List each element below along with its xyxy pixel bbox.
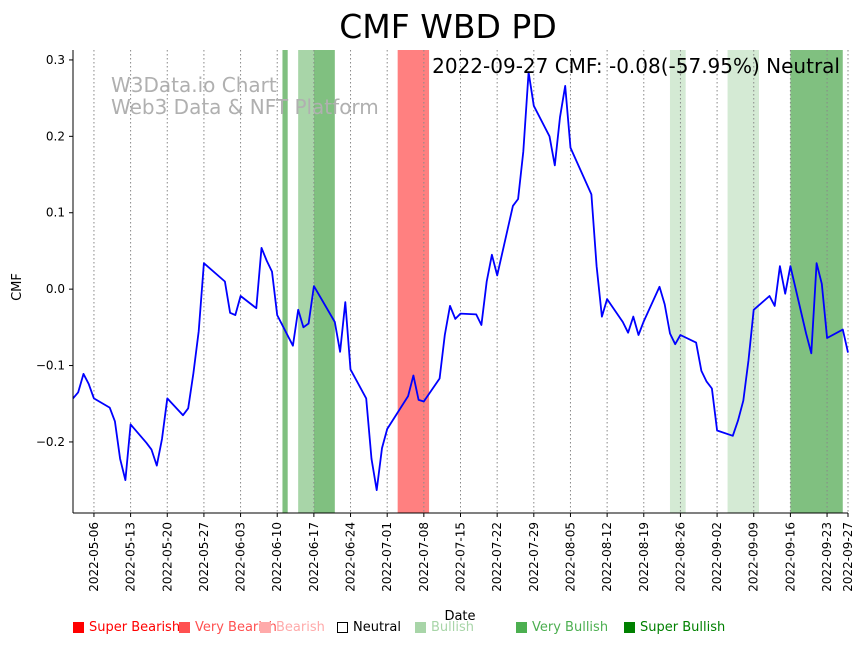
- y-tick-label: 0.1: [46, 206, 65, 220]
- x-tick-label: 2022-06-10: [270, 522, 284, 592]
- signal-band: [669, 50, 686, 513]
- x-tick-label: 2022-06-03: [234, 522, 248, 592]
- legend-label: Bearish: [276, 620, 325, 635]
- legend-swatch-icon: [624, 622, 635, 633]
- legend-swatch-icon: [516, 622, 527, 633]
- x-tick-label: 2022-06-24: [344, 522, 358, 592]
- y-tick-label: 0.3: [46, 53, 65, 67]
- x-tick-label: 2022-05-13: [124, 522, 138, 592]
- signal-band: [790, 50, 843, 513]
- x-tick-label: 2022-05-27: [197, 522, 211, 592]
- signal-band: [727, 50, 759, 513]
- x-tick-label: 2022-06-17: [307, 522, 321, 592]
- x-tick-label: 2022-07-22: [490, 522, 504, 592]
- x-tick-label: 2022-09-16: [783, 522, 797, 592]
- signal-band: [298, 50, 314, 513]
- x-tick-label: 2022-09-02: [710, 522, 724, 592]
- latest-value-annotation: 2022-09-27 CMF: -0.08(-57.95%) Neutral: [432, 54, 840, 78]
- legend-swatch-icon: [73, 622, 84, 633]
- y-tick-label: 0.2: [46, 129, 65, 143]
- watermark-line-1: W3Data.io Chart: [111, 73, 277, 97]
- watermark-line-2: Web3 Data & NFT Platform: [111, 95, 379, 119]
- x-tick-label: 2022-09-23: [820, 522, 834, 592]
- legend-swatch-icon: [337, 622, 348, 633]
- x-tick-label: 2022-08-26: [673, 522, 687, 592]
- x-tick-label: 2022-07-15: [454, 522, 468, 592]
- legend-swatch-icon: [260, 622, 271, 633]
- y-ticks: 0.3 0.2 0.1 0.0 −0.1 −0.2: [36, 53, 73, 449]
- series-line-cmf: [72, 71, 849, 492]
- y-tick-label: −0.1: [36, 359, 65, 373]
- legend-swatch-icon: [415, 622, 426, 633]
- legend-item-super-bullish: Super Bullish: [624, 620, 725, 635]
- x-tick-label: 2022-07-01: [380, 522, 394, 592]
- legend-item-very-bullish: Very Bullish: [516, 620, 608, 635]
- legend-label: Very Bullish: [532, 620, 609, 635]
- legend-label: Very Bearish: [195, 620, 277, 635]
- legend-item-neutral: Neutral: [337, 620, 401, 635]
- chart-title: CMF WBD PD: [339, 7, 556, 46]
- x-tick-label: 2022-08-19: [637, 522, 651, 592]
- x-ticks: 2022-05-06 2022-05-13 2022-05-20 2022-05-27…: [87, 513, 855, 592]
- signal-bands: [282, 50, 843, 513]
- signal-band: [313, 50, 335, 513]
- signal-band: [282, 50, 288, 513]
- legend-label: Super Bearish: [89, 620, 181, 635]
- vertical-gridlines: [93, 50, 849, 513]
- signal-band: [397, 50, 430, 513]
- x-tick-label: 2022-09-09: [747, 522, 761, 592]
- x-tick-label: 2022-08-12: [600, 522, 614, 592]
- legend-item-super-bearish: Super Bearish: [73, 620, 180, 635]
- y-axis-label: CMF: [10, 273, 25, 301]
- x-tick-label: 2022-05-20: [160, 522, 174, 592]
- y-tick-label: −0.2: [36, 435, 65, 449]
- legend-swatch-icon: [179, 622, 190, 633]
- line-layer: [72, 71, 849, 492]
- x-tick-label: 2022-08-05: [563, 522, 577, 592]
- x-axis-label: Date: [444, 609, 475, 624]
- y-tick-label: 0.0: [46, 282, 65, 296]
- legend-label: Bullish: [431, 620, 475, 635]
- legend-item-bullish: Bullish: [415, 620, 474, 635]
- legend-label: Super Bullish: [640, 620, 726, 635]
- x-tick-label: 2022-05-06: [87, 522, 101, 592]
- x-tick-label: 2022-09-27: [841, 522, 855, 592]
- x-tick-label: 2022-07-08: [417, 522, 431, 592]
- x-tick-label: 2022-07-29: [527, 522, 541, 592]
- legend-item-very-bearish: Very Bearish: [179, 620, 277, 635]
- legend-item-bearish: Bearish: [260, 620, 325, 635]
- legend-label: Neutral: [353, 620, 401, 635]
